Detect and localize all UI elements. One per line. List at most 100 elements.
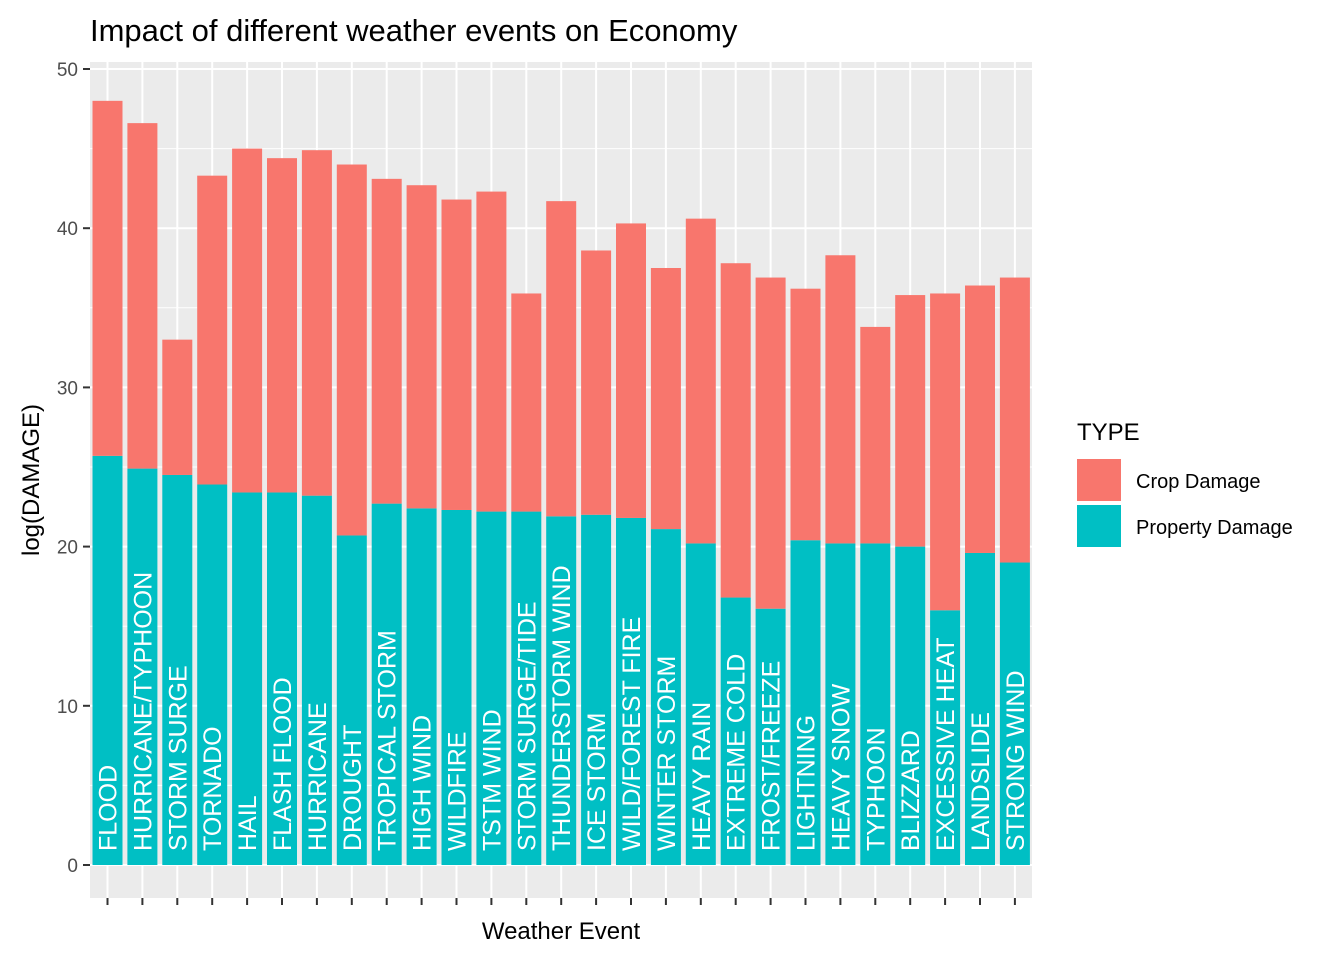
bar-crop-damage-heavy-rain: [685, 218, 716, 544]
bar-property-damage-landslide: [965, 552, 995, 865]
bar-crop-damage-high-wind: [406, 185, 437, 509]
bar-label-tornado: TORNADO: [199, 726, 227, 851]
bar-label-ice-storm: ICE STORM: [583, 713, 611, 851]
bars: [92, 100, 1030, 865]
bar-label-wild-forest-fire: WILD/FOREST FIRE: [618, 617, 646, 851]
bar-crop-damage-storm-surge: [162, 339, 193, 475]
bar-label-flash-flood: FLASH FLOOD: [269, 677, 297, 851]
bar-property-damage-storm-surge-tide: [511, 511, 542, 865]
bar-crop-damage-frost-freeze: [755, 277, 786, 609]
bar-property-damage-blizzard: [895, 546, 926, 865]
bar-property-damage-frost-freeze: [755, 608, 786, 865]
bar-crop-damage-tornado: [197, 175, 228, 485]
bar-label-blizzard: BLIZZARD: [897, 730, 925, 851]
bar-crop-damage-drought: [336, 164, 367, 536]
bar-label-high-wind: HIGH WIND: [409, 715, 437, 851]
bar-property-damage-hail: [232, 492, 263, 865]
bar-label-tstm-wind: TSTM WIND: [478, 709, 506, 851]
legend-label-crop-damage: Crop Damage: [1136, 471, 1261, 493]
y-tick-label: 40: [57, 219, 78, 240]
bar-crop-damage-wildfire: [441, 199, 472, 510]
bar-property-damage-typhoon: [860, 543, 891, 865]
bar-crop-damage-strong-wind: [999, 277, 1030, 563]
bar-property-damage-flood: [92, 455, 123, 865]
bar-property-damage-excessive-heat: [930, 610, 961, 865]
bar-label-frost-freeze: FROST/FREEZE: [758, 661, 786, 851]
bar-crop-damage-flash-flood: [267, 158, 297, 493]
y-axis: 0 10 20 30 40 50: [57, 60, 90, 877]
bar-crop-damage-hail: [232, 148, 263, 493]
bar-property-damage-high-wind: [406, 508, 437, 865]
y-tick-label: 10: [57, 697, 78, 718]
bar-property-damage-tornado: [197, 484, 228, 865]
bar-property-damage-hurricane-typhoon: [127, 468, 158, 865]
bar-property-damage-thunderstorm-wind: [546, 516, 577, 865]
y-tick-label: 0: [67, 856, 78, 877]
y-tick-label: 30: [57, 378, 78, 399]
bar-crop-damage-tstm-wind: [476, 191, 507, 512]
bar-crop-damage-hurricane-typhoon: [127, 123, 158, 469]
legend-key-property-damage: [1077, 505, 1121, 547]
bar-label-wildfire: WILDFIRE: [444, 732, 472, 851]
bar-crop-damage-typhoon: [860, 326, 891, 544]
bar-crop-damage-winter-storm: [650, 268, 681, 530]
bar-label-hurricane: HURRICANE: [304, 702, 332, 851]
y-tick-label: 20: [57, 538, 78, 559]
bar-label-lightning: LIGHTNING: [793, 715, 821, 851]
bar-crop-damage-landslide: [965, 285, 995, 553]
bar-label-heavy-snow: HEAVY SNOW: [827, 683, 855, 851]
bar-property-damage-wildfire: [441, 509, 472, 865]
bar-label-heavy-rain: HEAVY RAIN: [688, 702, 716, 851]
bar-crop-damage-flood: [92, 100, 123, 456]
x-axis-title: Weather Event: [482, 918, 641, 945]
bar-label-landslide: LANDSLIDE: [967, 712, 995, 851]
bar-label-tropical-storm: TROPICAL STORM: [374, 630, 402, 851]
bar-label-flood: FLOOD: [95, 765, 123, 851]
bar-property-damage-hurricane: [301, 495, 332, 865]
legend-key-crop-damage: [1077, 459, 1121, 501]
bar-crop-damage-blizzard: [895, 295, 926, 547]
bar-label-winter-storm: WINTER STORM: [653, 656, 681, 851]
bar-crop-damage-heavy-snow: [825, 255, 856, 544]
bar-label-drought: DROUGHT: [339, 725, 367, 851]
chart-title: Impact of different weather events on Ec…: [90, 13, 738, 48]
bar-property-damage-heavy-snow: [825, 543, 856, 865]
bar-crop-damage-tropical-storm: [371, 178, 402, 504]
bar-labels: FLOOD HURRICANE/TYPHOON STORM SURGE TORNADO…: [95, 565, 1030, 851]
bar-label-storm-surge-tide: STORM SURGE/TIDE: [513, 601, 541, 851]
bar-crop-damage-extreme-cold: [720, 263, 751, 598]
bar-crop-damage-thunderstorm-wind: [546, 201, 577, 517]
x-axis: [106, 898, 1016, 905]
bar-label-strong-wind: STRONG WIND: [1002, 670, 1030, 851]
bar-label-typhoon: TYPHOON: [862, 727, 890, 851]
bar-crop-damage-ice-storm: [581, 250, 612, 515]
bar-crop-damage-hurricane: [301, 150, 332, 496]
bar-label-hail: HAIL: [234, 795, 262, 851]
bar-property-damage-ice-storm: [581, 514, 612, 865]
legend-label-property-damage: Property Damage: [1136, 517, 1293, 539]
bar-property-damage-lightning: [790, 540, 821, 865]
bar-crop-damage-storm-surge-tide: [511, 293, 542, 512]
bar-property-damage-heavy-rain: [685, 543, 716, 865]
bar-property-damage-wild-forest-fire: [616, 517, 646, 865]
y-axis-title: log(DAMAGE): [18, 404, 45, 556]
bar-property-damage-strong-wind: [999, 562, 1030, 865]
bar-label-excessive-heat: EXCESSIVE HEAT: [932, 638, 960, 852]
bar-crop-damage-lightning: [790, 288, 821, 541]
bar-property-damage-flash-flood: [267, 492, 297, 865]
bar-property-damage-extreme-cold: [720, 597, 751, 865]
bar-crop-damage-wild-forest-fire: [616, 223, 646, 518]
legend-title: TYPE: [1077, 419, 1140, 446]
bar-label-hurricane-typhoon: HURRICANE/TYPHOON: [129, 572, 157, 851]
bar-label-thunderstorm-wind: THUNDERSTORM WIND: [548, 565, 576, 851]
y-tick-label: 50: [57, 60, 78, 81]
legend: TYPE Crop Damage Property Damage: [1077, 419, 1293, 547]
bar-label-extreme-cold: EXTREME COLD: [723, 654, 751, 851]
bar-crop-damage-excessive-heat: [930, 293, 961, 611]
bar-property-damage-storm-surge: [162, 474, 193, 865]
bar-property-damage-drought: [336, 535, 367, 865]
bar-label-storm-surge: STORM SURGE: [164, 665, 192, 851]
bar-property-damage-tstm-wind: [476, 511, 507, 865]
bar-property-damage-tropical-storm: [371, 503, 402, 865]
